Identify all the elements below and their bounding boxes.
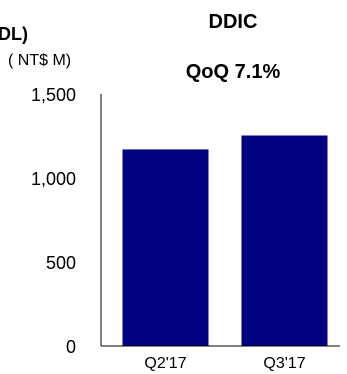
corner-label: DL) (0, 24, 28, 44)
y-tick-label: 1,000 (31, 169, 76, 189)
chart-subtitle: QoQ 7.1% (186, 61, 281, 83)
chart-title: DDIC (209, 11, 258, 33)
y-tick-labels: 0 500 1,000 1,500 (31, 85, 76, 357)
y-tick-label: 0 (66, 337, 76, 357)
y-tick-label: 500 (46, 253, 76, 273)
unit-label: ( NT$ M) (8, 52, 71, 69)
bar (122, 149, 209, 346)
bar (241, 135, 328, 346)
x-tick-labels: Q2'17 Q3'17 (144, 355, 305, 372)
x-tick-label: Q2'17 (144, 355, 186, 372)
y-tick-label: 1,500 (31, 85, 76, 105)
x-tick-label: Q3'17 (263, 355, 305, 372)
bars (122, 135, 328, 346)
